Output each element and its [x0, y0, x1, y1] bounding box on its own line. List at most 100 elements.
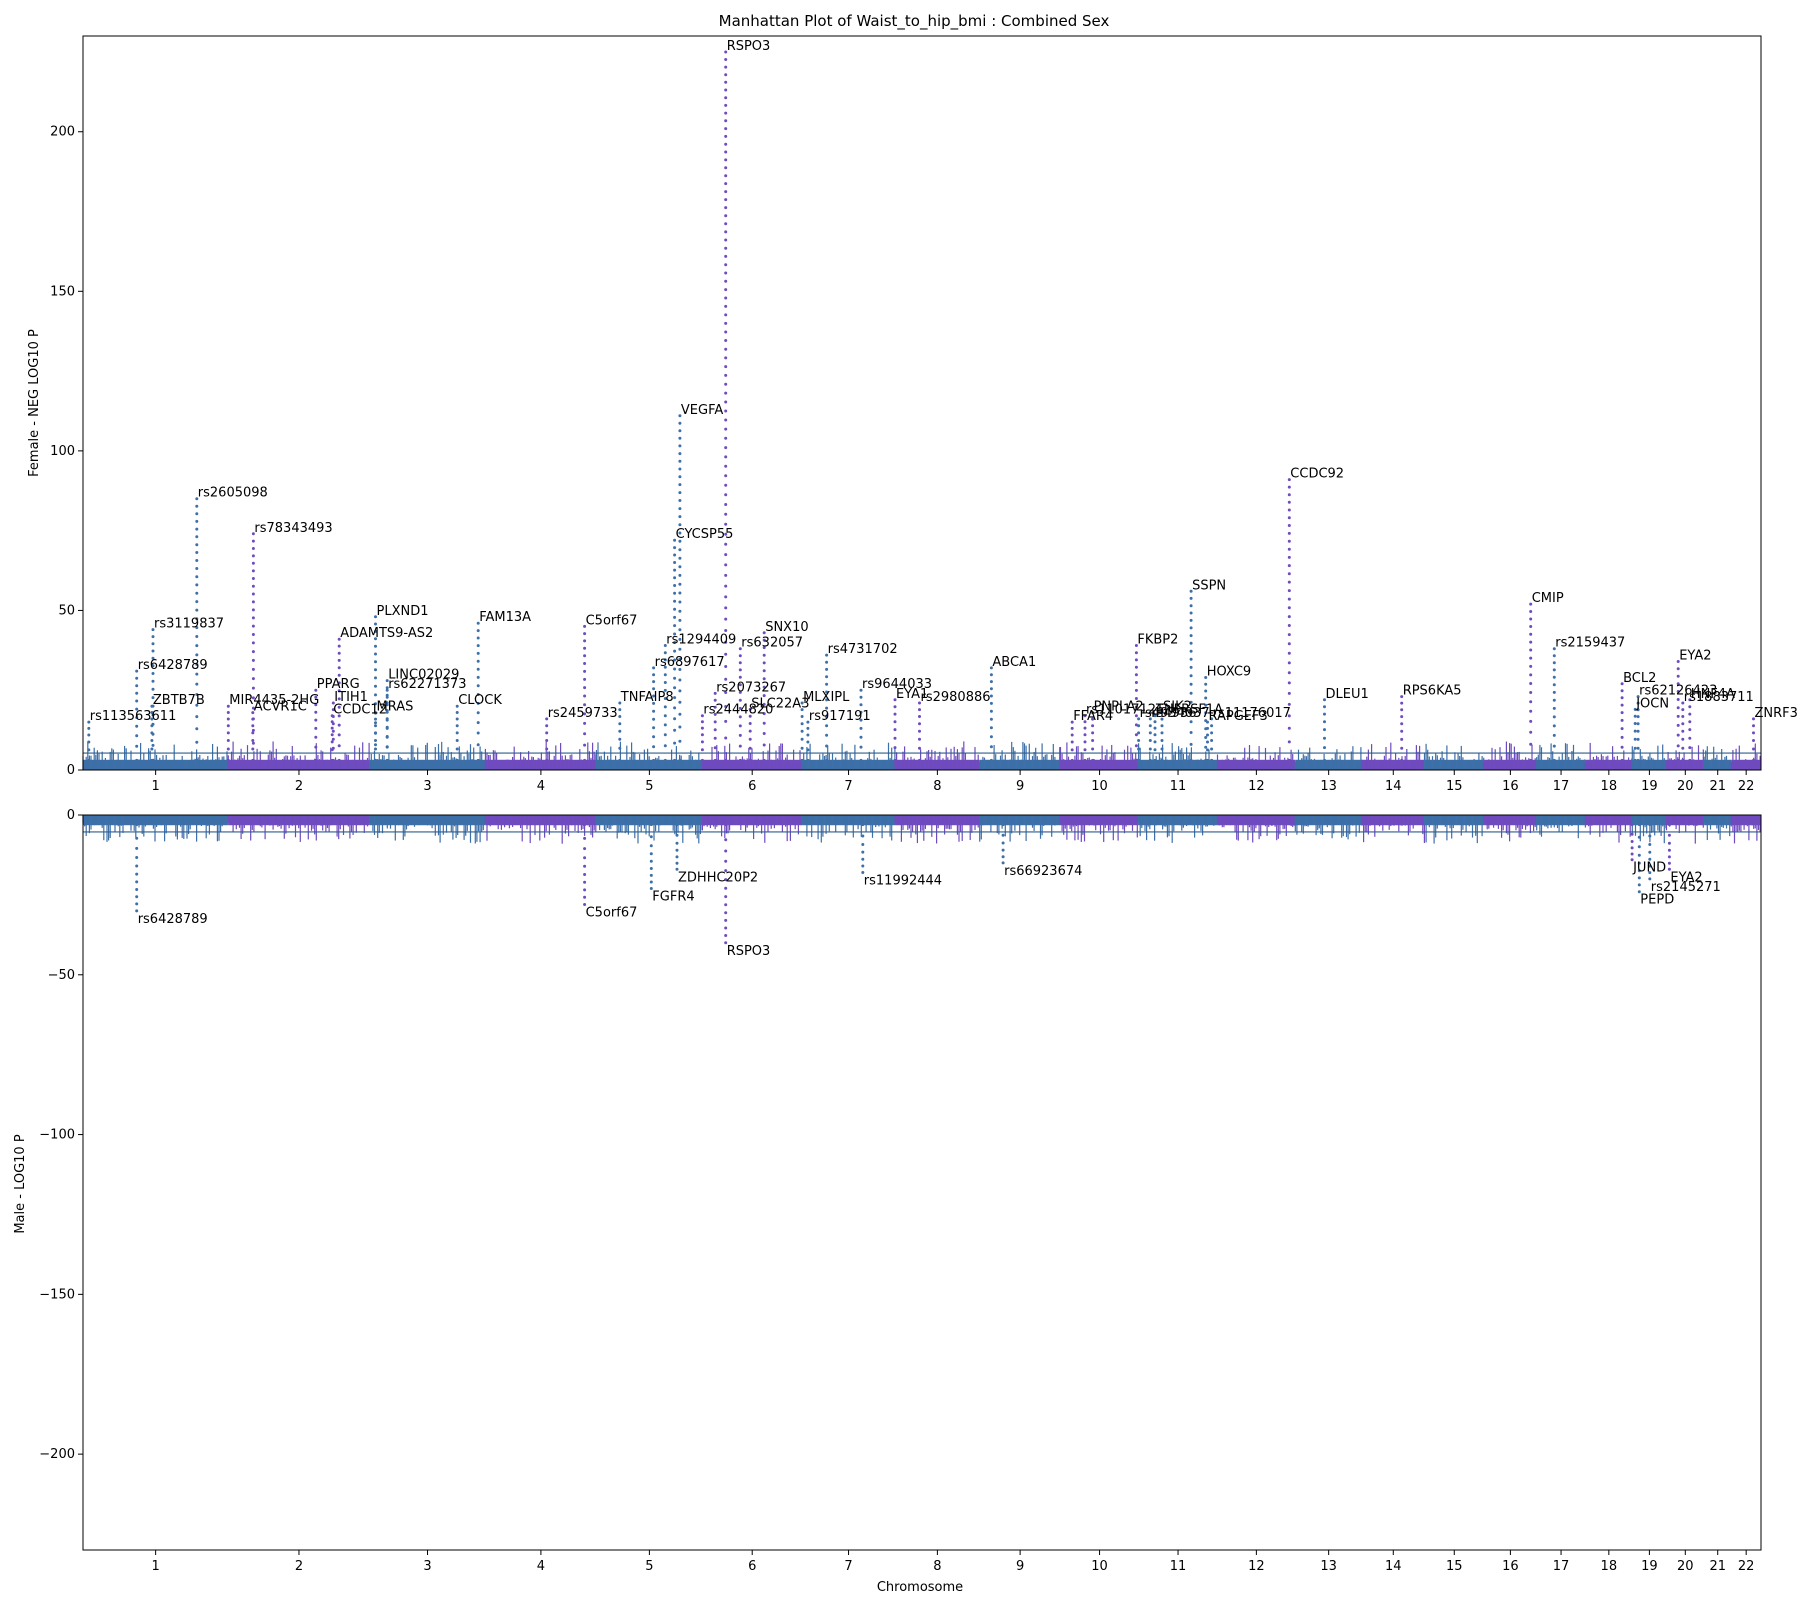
x-tick-label: 1: [151, 1559, 159, 1574]
peak-label: EYA2: [1679, 649, 1711, 664]
peak-point: [195, 617, 199, 621]
peak-point: [1134, 714, 1138, 718]
peak-point: [1633, 722, 1637, 725]
peak-point: [150, 731, 154, 735]
peak-point: [724, 134, 728, 138]
peak-point: [1620, 735, 1624, 739]
peak-label: C5orf67: [586, 613, 638, 628]
peak-point: [1210, 747, 1214, 751]
peak-point: [800, 722, 804, 726]
chromosome-band-21: [1704, 759, 1732, 770]
peak-point: [859, 710, 863, 714]
peak-point: [673, 561, 677, 564]
peak-point: [1688, 758, 1692, 762]
peak-point: [724, 222, 728, 226]
peak-label: FFAR4: [1073, 709, 1113, 724]
peak-point: [678, 591, 682, 595]
x-tick-label: 22: [1738, 779, 1755, 794]
peak-point: [1552, 675, 1556, 679]
peak-point: [724, 493, 728, 497]
peak-point: [337, 644, 341, 648]
peak-point: [1137, 724, 1141, 728]
peak-point: [748, 714, 752, 718]
peak-point: [724, 400, 728, 404]
peak-point: [1189, 618, 1193, 622]
peak-point: [374, 711, 377, 715]
peak-point: [724, 382, 728, 386]
peak-point: [1204, 736, 1208, 739]
peak-point: [713, 698, 717, 702]
peak-point: [1552, 683, 1556, 687]
peak-point: [476, 636, 480, 640]
peak-point: [545, 747, 549, 751]
peak-point: [150, 747, 154, 751]
peak-label: MIR4435-2HG: [229, 693, 319, 708]
peak-label: PPARG: [317, 677, 360, 692]
peak-point: [476, 758, 480, 762]
peak-label: ABCA1: [992, 655, 1036, 670]
peak-label: ZNRF3: [1755, 706, 1798, 721]
peak-point: [649, 859, 653, 863]
peak-point: [251, 667, 255, 671]
peak-point: [1134, 681, 1138, 684]
peak-point: [724, 142, 728, 146]
peak-point: [724, 127, 728, 131]
peak-point: [195, 608, 199, 612]
peak-point: [251, 741, 255, 745]
peak-point: [724, 339, 728, 342]
peak-point: [724, 926, 728, 930]
peak-point: [806, 740, 810, 744]
peak-label: rs9644033: [862, 677, 932, 692]
peak-point: [724, 103, 728, 107]
peak-point: [1529, 602, 1533, 606]
peak-point: [678, 499, 682, 502]
peak-point: [713, 728, 717, 732]
peak-point: [1529, 632, 1533, 636]
peak-point: [151, 656, 155, 660]
bottom-peak-labels: rs6428789 C5orf67 FGFR4 ZDHHC20P2 RSPO3 rs119…: [138, 861, 1721, 959]
peak-point: [583, 823, 587, 827]
peak-point: [330, 726, 334, 730]
peak-point: [1070, 720, 1074, 724]
peak-point: [1529, 617, 1533, 621]
y-tick-label: −200: [39, 1447, 75, 1462]
x-tick-label: 3: [423, 1559, 431, 1574]
top-plot-frame: [82, 35, 1762, 771]
peak-point: [1210, 717, 1214, 721]
peak-point: [583, 654, 587, 658]
peak-point: [724, 503, 728, 506]
peak-point: [1620, 682, 1624, 686]
peak-point: [1637, 876, 1641, 880]
peak-point: [135, 880, 139, 884]
peak-point: [825, 667, 829, 671]
peak-point: [1648, 877, 1652, 881]
peak-point: [678, 582, 682, 586]
peak-point: [700, 720, 704, 724]
peak-point: [135, 856, 139, 859]
peak-point: [1552, 698, 1556, 702]
peak-point: [1529, 742, 1533, 746]
peak-point: [314, 688, 318, 692]
peak-point: [1529, 691, 1533, 694]
peak-point: [314, 703, 318, 707]
peak-point: [673, 706, 677, 710]
peak-label: MRAS: [377, 700, 414, 715]
peak-point: [724, 838, 728, 842]
peak-point: [1529, 656, 1533, 660]
peak-point: [1552, 715, 1556, 719]
peak-point: [331, 737, 335, 741]
peak-point: [663, 705, 667, 709]
bottom-panel: 0−50−100−150−200 1 2 3 4 5 6 7 8 9 10 11 12 13 14 15 16…: [13, 808, 1762, 1574]
peak-point: [678, 429, 682, 433]
y-tick-label: 100: [50, 444, 75, 459]
peak-point: [678, 452, 682, 456]
peak-point: [1620, 727, 1624, 731]
peak-point: [1134, 733, 1138, 737]
peak-point: [330, 740, 334, 744]
peak-point: [583, 864, 587, 868]
peak-point: [337, 666, 341, 670]
peak-point: [724, 553, 728, 557]
peak-point: [1676, 674, 1680, 678]
x-tick-label: 7: [844, 1559, 852, 1574]
peak-point: [678, 609, 682, 613]
